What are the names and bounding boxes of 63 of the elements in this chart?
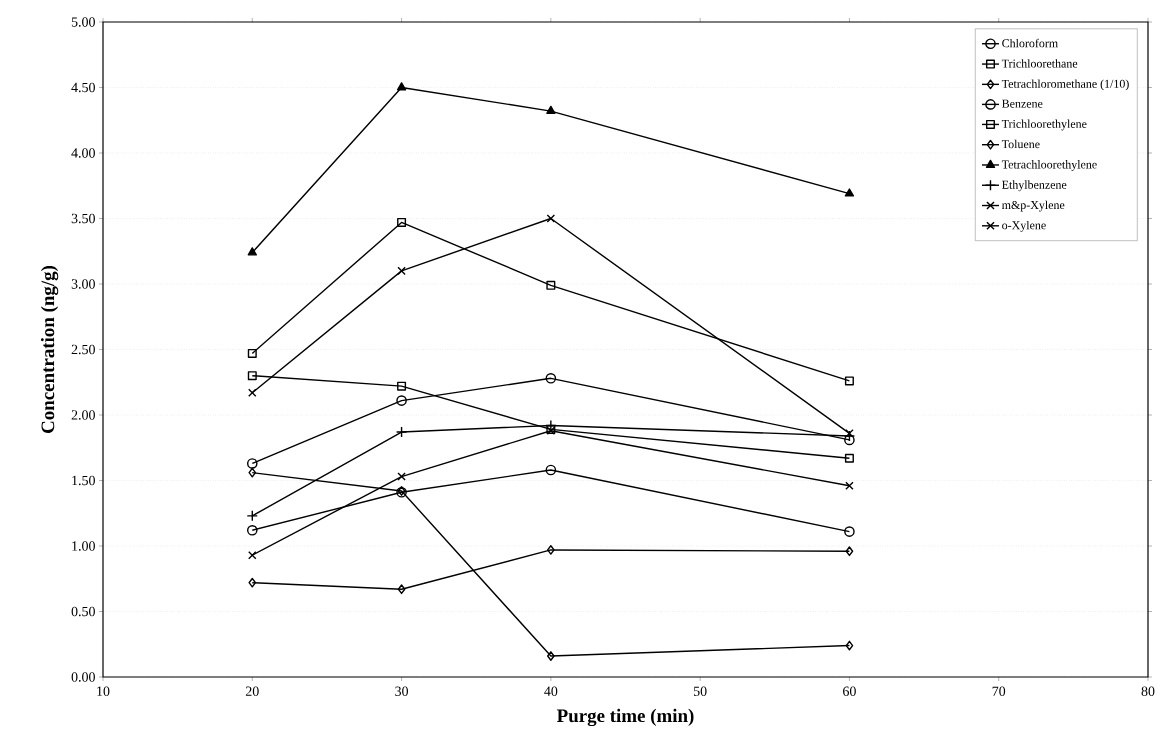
point — [247, 247, 257, 256]
point — [395, 426, 408, 438]
y-tick-label: 3.00 — [71, 279, 95, 289]
x-axis-title: Purge time (min) — [556, 708, 694, 726]
point — [246, 509, 258, 522]
y-axis-title: Concentration (ng/g) — [40, 265, 59, 433]
x-tick-label: 80 — [1141, 686, 1155, 696]
point — [247, 348, 257, 358]
x-tick-label: 30 — [395, 686, 409, 696]
y-tick-label: 0.50 — [71, 606, 95, 617]
point — [546, 214, 556, 223]
x-tick-label: 60 — [843, 686, 856, 696]
legend-label: Tetrachloromethane (1/10) — [1001, 79, 1129, 91]
point — [248, 577, 257, 588]
x-tick-label: 40 — [544, 686, 558, 696]
point — [397, 381, 407, 391]
y-tick-label: 4.00 — [71, 148, 95, 158]
point — [247, 370, 257, 380]
point — [397, 217, 407, 227]
point — [844, 376, 854, 386]
x-tick-label: 50 — [693, 686, 707, 696]
legend-label: o-Xylene — [1002, 220, 1046, 232]
y-tick-label: 4.50 — [71, 82, 95, 93]
point — [547, 650, 555, 661]
point — [396, 81, 407, 91]
y-tick-label: 2.50 — [71, 344, 95, 355]
legend-label: Trichloorethylene — [1001, 119, 1087, 131]
point — [546, 280, 556, 290]
point — [396, 395, 407, 406]
point — [844, 526, 855, 537]
point — [397, 584, 406, 594]
point — [246, 457, 258, 469]
y-tick-label: 2.00 — [71, 410, 95, 420]
point — [248, 467, 257, 478]
y-tick-label: 1.50 — [72, 475, 95, 486]
y-tick-label: 3.50 — [71, 213, 95, 224]
legend-label: Benzene — [1002, 99, 1043, 108]
point — [845, 481, 854, 490]
point — [545, 372, 557, 384]
point — [844, 453, 854, 463]
point — [248, 388, 257, 397]
legend-label: m&p-Xylene — [1001, 200, 1065, 212]
x-tick-label: 70 — [992, 686, 1006, 696]
point — [248, 550, 257, 560]
point — [246, 524, 258, 536]
legend-label: Trichloorethane — [1001, 58, 1078, 68]
y-tick-label: 0.00 — [71, 672, 95, 682]
point — [845, 640, 854, 651]
x-tick-label: 10 — [97, 686, 110, 696]
point — [397, 472, 406, 481]
y-tick-label: 5.00 — [71, 17, 95, 27]
point — [546, 105, 556, 114]
legend-label: Toluene — [1001, 139, 1040, 149]
point — [397, 266, 406, 275]
point — [844, 188, 855, 197]
legend-label: Ethylbenzene — [1002, 180, 1067, 192]
point — [845, 546, 854, 556]
x-tick-label: 20 — [245, 686, 259, 696]
legend-label: Chloroform — [1002, 38, 1058, 48]
point — [547, 544, 555, 555]
y-tick-label: 1.00 — [72, 541, 95, 551]
legend-label: Tetrachloorethylene — [1001, 159, 1097, 171]
point — [545, 464, 557, 476]
